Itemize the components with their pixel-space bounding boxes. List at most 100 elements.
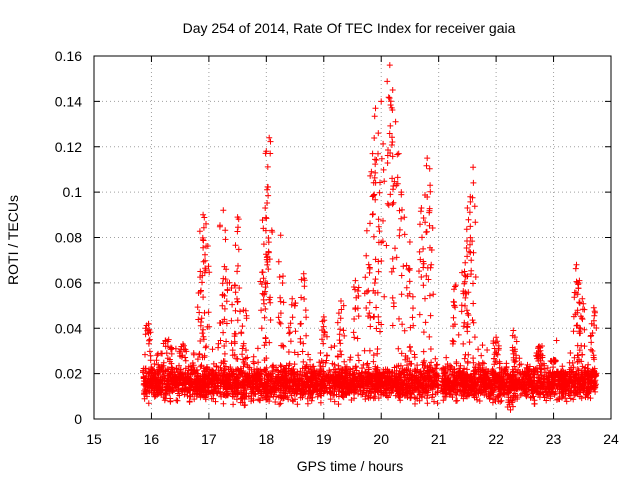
data-point (464, 238, 470, 244)
data-point (406, 290, 413, 297)
data-point (265, 235, 272, 241)
data-point (466, 339, 473, 346)
data-point (351, 334, 358, 341)
data-point (313, 388, 320, 395)
data-point (140, 367, 146, 374)
data-point (290, 378, 297, 385)
data-point (574, 366, 581, 372)
data-point (370, 192, 377, 199)
data-point (258, 325, 265, 332)
data-point (577, 325, 584, 332)
data-point (233, 375, 240, 382)
data-point (506, 401, 513, 408)
data-point (166, 390, 173, 396)
data-point (412, 400, 418, 407)
data-point (321, 373, 328, 379)
data-point (228, 317, 235, 324)
data-point (199, 234, 206, 241)
data-point (365, 261, 372, 268)
data-point (146, 348, 153, 355)
data-point (409, 293, 416, 300)
data-point (151, 361, 158, 367)
data-point (194, 356, 201, 363)
data-point (235, 262, 241, 269)
data-point (287, 320, 294, 327)
data-point (165, 366, 172, 373)
data-point (407, 360, 414, 367)
data-point (442, 369, 449, 376)
data-point (317, 399, 324, 406)
data-point (287, 338, 294, 345)
data-point (190, 381, 196, 388)
data-point (583, 387, 590, 394)
data-point (204, 388, 211, 395)
data-point (448, 391, 455, 398)
data-point (416, 311, 423, 318)
data-point (540, 384, 547, 390)
data-point (373, 374, 380, 381)
x-tick-label: 22 (488, 431, 504, 447)
data-point (519, 368, 526, 375)
data-point (448, 363, 455, 370)
data-point (471, 334, 478, 341)
data-point (389, 139, 396, 145)
data-point (591, 322, 598, 329)
data-point (355, 352, 362, 359)
data-point (532, 367, 539, 374)
data-point (567, 350, 574, 356)
data-point (259, 269, 266, 276)
data-point (373, 157, 380, 163)
data-point (574, 309, 581, 316)
data-point (537, 383, 544, 390)
data-point (506, 385, 513, 392)
data-point (263, 215, 270, 222)
data-point (317, 350, 324, 356)
data-point (175, 386, 182, 393)
data-point (200, 336, 207, 343)
data-point (201, 377, 207, 384)
data-point (340, 302, 347, 309)
data-point (362, 381, 369, 388)
data-point (434, 400, 441, 407)
data-point (536, 376, 543, 383)
data-point (441, 373, 448, 380)
data-point (372, 156, 378, 163)
data-point (241, 402, 248, 409)
data-point (455, 331, 462, 338)
axis-ticks: 15 16 17 18 19 20 21 22 23 24 0 0.02 0.04 0.06 0.08 0.1… (55, 48, 619, 447)
data-point (272, 399, 279, 405)
data-point (374, 289, 381, 296)
data-point (451, 372, 458, 379)
data-point (177, 366, 184, 373)
data-point (280, 387, 287, 394)
data-point (471, 381, 478, 388)
data-point (263, 355, 270, 362)
data-point (267, 294, 274, 301)
data-point (465, 351, 472, 358)
data-point (160, 362, 167, 369)
data-point (372, 179, 379, 186)
data-point (375, 395, 382, 402)
data-point (422, 219, 429, 226)
data-point (144, 393, 150, 400)
data-point (398, 191, 405, 198)
data-point (250, 378, 257, 385)
data-point (533, 350, 540, 356)
data-point (590, 352, 597, 359)
data-point (228, 340, 235, 347)
data-point (473, 384, 479, 391)
data-point (403, 392, 409, 399)
data-point (213, 375, 220, 382)
data-point (239, 345, 246, 352)
data-point (551, 357, 558, 363)
data-point (562, 382, 569, 389)
data-point (460, 340, 467, 347)
data-point (571, 294, 578, 301)
data-point (396, 391, 403, 398)
data-point (524, 391, 531, 398)
y-tick-label: 0.14 (55, 93, 82, 109)
data-point (168, 350, 175, 357)
data-point (390, 199, 397, 206)
data-point (307, 392, 314, 399)
data-point (462, 259, 469, 266)
